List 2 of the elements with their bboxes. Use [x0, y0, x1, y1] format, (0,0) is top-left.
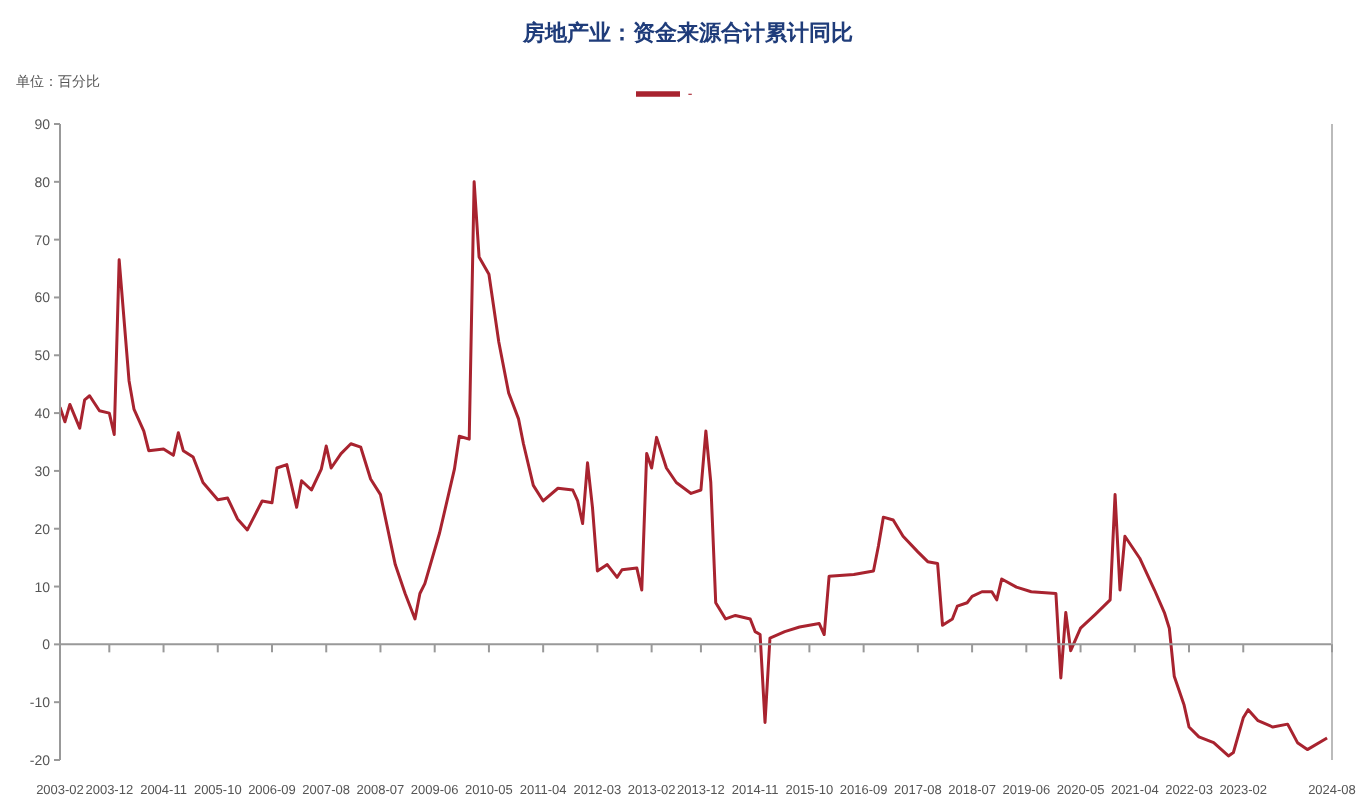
chart-title: 房地产业：资金来源合计累计同比 — [521, 19, 855, 50]
line-series — [60, 180, 1329, 758]
